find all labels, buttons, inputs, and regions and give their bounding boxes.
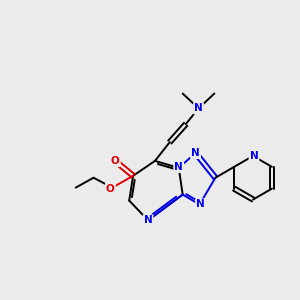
Text: N: N: [194, 103, 203, 113]
Text: N: N: [174, 162, 183, 172]
Text: O: O: [111, 156, 120, 166]
Text: N: N: [250, 151, 258, 161]
Text: O: O: [106, 184, 115, 194]
Text: N: N: [196, 200, 205, 209]
Text: N: N: [191, 148, 200, 158]
Text: N: N: [144, 215, 152, 225]
